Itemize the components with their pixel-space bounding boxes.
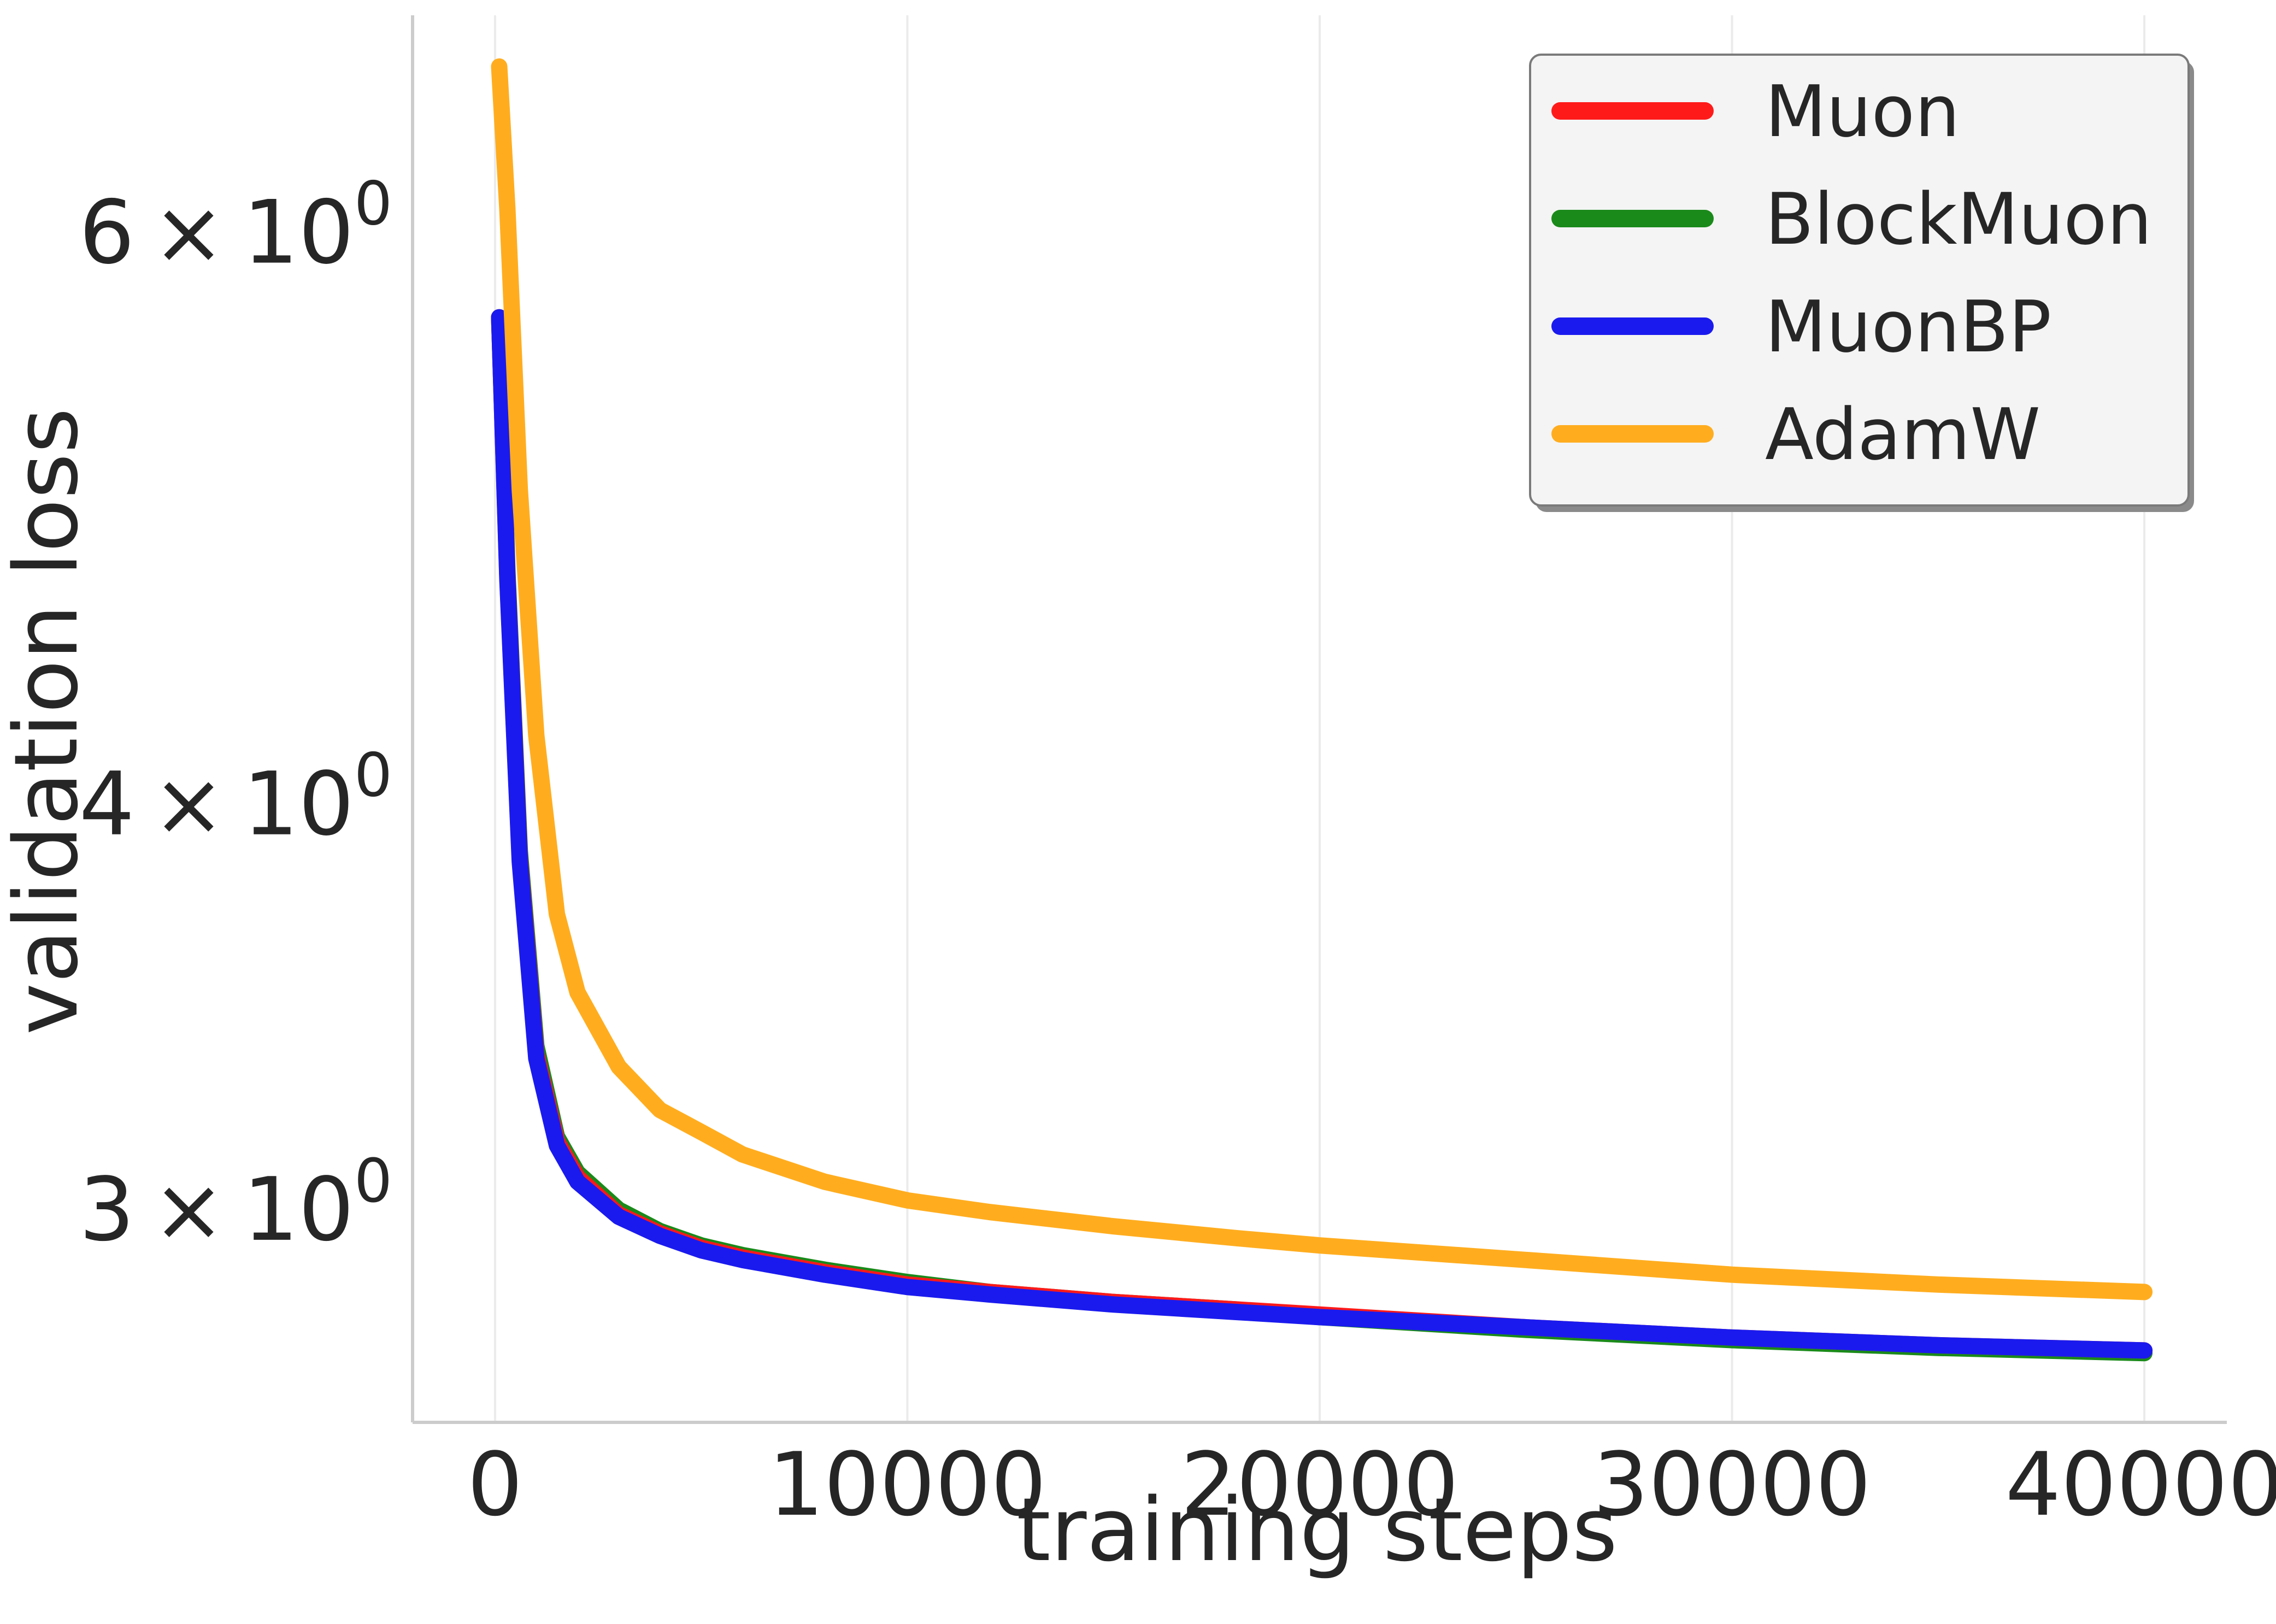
x-tick-label: 30000 bbox=[1593, 1433, 1871, 1535]
legend-label-adamw: AdamW bbox=[1765, 393, 2040, 476]
series-layer bbox=[491, 58, 2153, 1362]
y-axis-label: validation loss bbox=[0, 408, 97, 1035]
x-tick-label: 40000 bbox=[2006, 1433, 2276, 1535]
legend-label-muonbp: MuonBP bbox=[1765, 285, 2051, 368]
x-tick-label: 20000 bbox=[1181, 1433, 1459, 1535]
x-tick-label: 10000 bbox=[768, 1433, 1046, 1535]
series-line-muonbp bbox=[491, 309, 2153, 1359]
y-tick-label: 6 × 100 bbox=[79, 169, 392, 284]
series-line-adamw bbox=[491, 58, 2153, 1301]
legend-label-muon: Muon bbox=[1765, 70, 1960, 153]
legend-label-blockmuon: BlockMuon bbox=[1765, 178, 2152, 261]
y-tick-label: 4 × 100 bbox=[79, 740, 392, 855]
x-tick-label: 0 bbox=[467, 1433, 523, 1535]
y-tick-labels: 3 × 100 4 × 100 6 × 100 bbox=[79, 169, 392, 1261]
legend-box bbox=[1529, 54, 2190, 507]
x-tick-labels: 0 10000 20000 30000 40000 bbox=[467, 1433, 2276, 1535]
legend: Muon BlockMuon MuonBP AdamW bbox=[1529, 54, 2194, 512]
axes-spines bbox=[411, 15, 2227, 1424]
y-tick-label: 3 × 100 bbox=[79, 1146, 392, 1261]
x-axis-label: training steps bbox=[1016, 1479, 1618, 1581]
